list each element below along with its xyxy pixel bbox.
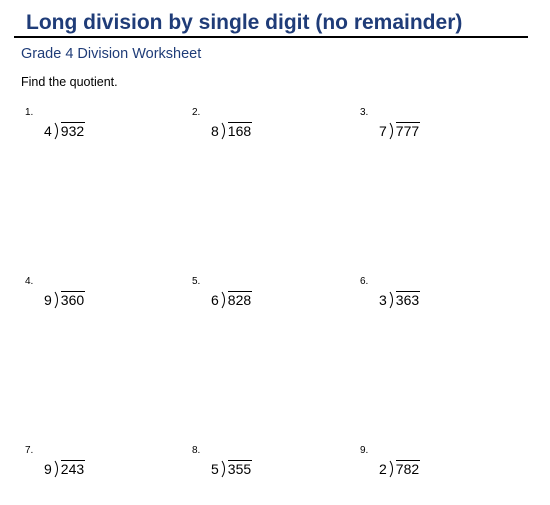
dividend: 777 bbox=[395, 122, 421, 139]
dividend: 243 bbox=[60, 460, 86, 477]
dividend: 782 bbox=[395, 460, 421, 477]
problem-number: 4. bbox=[25, 276, 34, 287]
division-bracket-icon bbox=[53, 291, 61, 309]
divisor: 4 bbox=[44, 123, 52, 139]
problem-number: 3. bbox=[360, 107, 369, 118]
problem-number: 7. bbox=[25, 445, 34, 456]
divisor: 8 bbox=[211, 123, 219, 139]
problem-1: 1. 4 932 bbox=[25, 107, 145, 157]
problem-number: 6. bbox=[360, 276, 369, 287]
dividend: 360 bbox=[60, 291, 86, 308]
dividend: 168 bbox=[227, 122, 253, 139]
division-expression: 9 360 bbox=[44, 291, 86, 311]
divisor: 9 bbox=[44, 461, 52, 477]
problem-8: 8. 5 355 bbox=[192, 445, 312, 495]
division-expression: 2 782 bbox=[379, 460, 421, 480]
worksheet-subtitle: Grade 4 Division Worksheet bbox=[21, 46, 202, 62]
problem-number: 1. bbox=[25, 107, 34, 118]
problem-number: 2. bbox=[192, 107, 201, 118]
divisor: 9 bbox=[44, 292, 52, 308]
division-expression: 8 168 bbox=[211, 122, 253, 142]
division-expression: 9 243 bbox=[44, 460, 86, 480]
problem-4: 4. 9 360 bbox=[25, 276, 145, 326]
dividend: 355 bbox=[227, 460, 253, 477]
division-bracket-icon bbox=[388, 291, 396, 309]
division-expression: 3 363 bbox=[379, 291, 421, 311]
title-divider bbox=[14, 36, 528, 38]
division-bracket-icon bbox=[220, 291, 228, 309]
dividend: 363 bbox=[395, 291, 421, 308]
problem-number: 5. bbox=[192, 276, 201, 287]
division-bracket-icon bbox=[388, 460, 396, 478]
problem-5: 5. 6 828 bbox=[192, 276, 312, 326]
problem-7: 7. 9 243 bbox=[25, 445, 145, 495]
problem-2: 2. 8 168 bbox=[192, 107, 312, 157]
problem-9: 9. 2 782 bbox=[360, 445, 480, 495]
dividend: 828 bbox=[227, 291, 253, 308]
division-bracket-icon bbox=[53, 122, 61, 140]
division-bracket-icon bbox=[388, 122, 396, 140]
division-expression: 4 932 bbox=[44, 122, 86, 142]
divisor: 5 bbox=[211, 461, 219, 477]
instructions: Find the quotient. bbox=[21, 75, 118, 89]
division-bracket-icon bbox=[220, 460, 228, 478]
division-bracket-icon bbox=[220, 122, 228, 140]
divisor: 3 bbox=[379, 292, 387, 308]
divisor: 2 bbox=[379, 461, 387, 477]
problem-number: 9. bbox=[360, 445, 369, 456]
dividend: 932 bbox=[60, 122, 86, 139]
division-expression: 5 355 bbox=[211, 460, 253, 480]
division-expression: 6 828 bbox=[211, 291, 253, 311]
division-expression: 7 777 bbox=[379, 122, 421, 142]
divisor: 6 bbox=[211, 292, 219, 308]
divisor: 7 bbox=[379, 123, 387, 139]
worksheet-title: Long division by single digit (no remain… bbox=[26, 11, 463, 34]
problem-6: 6. 3 363 bbox=[360, 276, 480, 326]
division-bracket-icon bbox=[53, 460, 61, 478]
problem-3: 3. 7 777 bbox=[360, 107, 480, 157]
problem-number: 8. bbox=[192, 445, 201, 456]
